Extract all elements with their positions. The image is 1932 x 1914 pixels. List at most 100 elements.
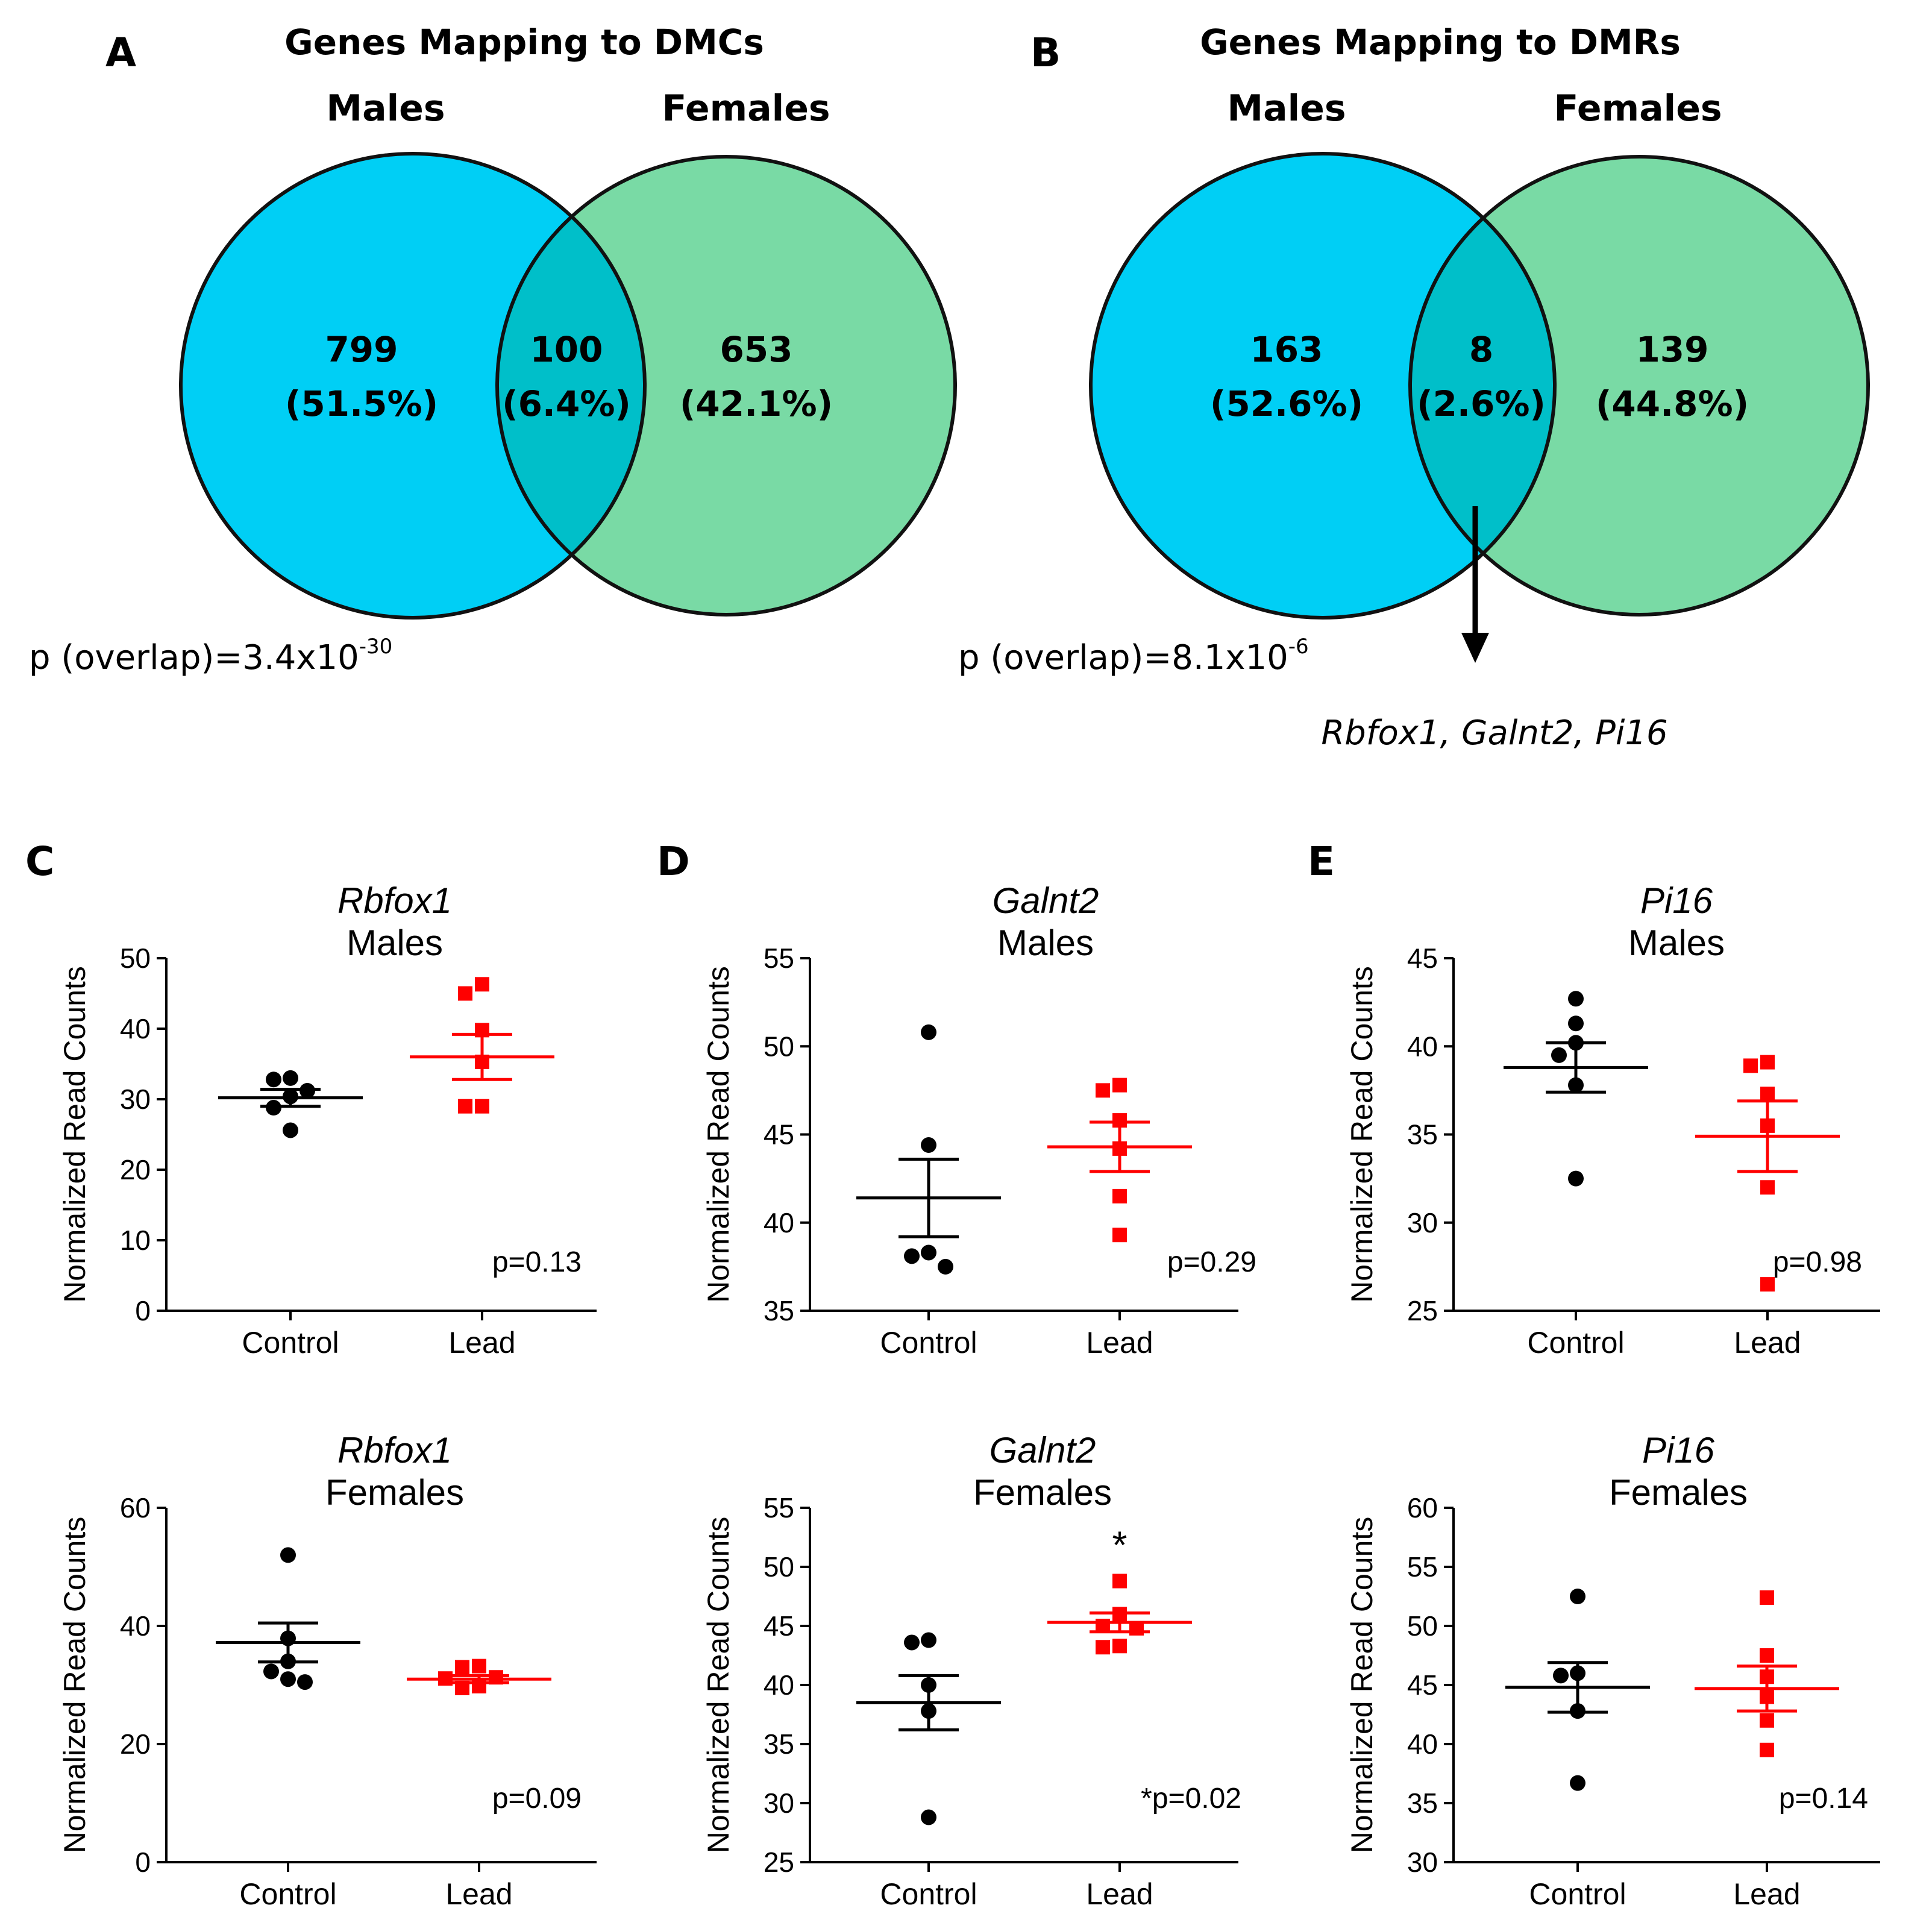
control-point (921, 1137, 936, 1153)
y-tick-label: 30 (1407, 1847, 1438, 1878)
panel-letter-c: C (25, 838, 54, 885)
y-tick-label: 30 (120, 1084, 151, 1115)
p-value-label: *p=0.02 (1141, 1783, 1241, 1815)
y-tick-label: 40 (1407, 1728, 1438, 1760)
x-category-label: Lead (448, 1326, 515, 1360)
plot-gene-title: Galnt2 (993, 880, 1099, 921)
plot-sex-title: Females (1609, 1472, 1748, 1513)
plot-sex-title: Females (973, 1472, 1112, 1513)
venn-left-label-b: Males (1227, 87, 1346, 130)
x-category-label: Lead (1086, 1326, 1153, 1360)
control-point (1570, 1775, 1585, 1791)
control-point (280, 1547, 296, 1563)
x-category-label: Lead (1733, 1877, 1800, 1911)
y-tick-label: 25 (764, 1847, 794, 1878)
venn-panel-a: A Genes Mapping to DMCs Males Females 79… (29, 22, 957, 677)
significance-star: * (1112, 1523, 1128, 1567)
control-point (1553, 1668, 1569, 1684)
y-tick-label: 35 (764, 1295, 794, 1326)
y-tick-label: 30 (764, 1787, 794, 1819)
y-tick-label: 40 (1407, 1031, 1438, 1062)
venn-pvalue-exp-a: -30 (359, 635, 393, 659)
panel-letter-b: B (1030, 30, 1061, 76)
p-value-label: p=0.13 (492, 1246, 582, 1278)
y-tick-label: 60 (1407, 1492, 1438, 1523)
venn-center-count-a: 100 (530, 329, 603, 370)
x-category-label: Lead (445, 1877, 512, 1911)
y-axis-label: Normalized Read Counts (1345, 1517, 1379, 1854)
lead-point (1760, 1277, 1775, 1292)
lead-point (1112, 1228, 1127, 1243)
panel-letter-e: E (1308, 838, 1335, 885)
venn-panel-b: B Genes Mapping to DMRs Males Females 16… (958, 22, 1870, 753)
p-value-label: p=0.98 (1773, 1246, 1862, 1278)
lead-point (1760, 1087, 1775, 1102)
plot-gene-title: Pi16 (1640, 880, 1713, 921)
lead-point (458, 986, 472, 1001)
lead-point (1760, 1742, 1774, 1757)
x-category-label: Lead (1734, 1326, 1801, 1360)
y-tick-label: 30 (1407, 1207, 1438, 1238)
lead-point (1096, 1640, 1110, 1655)
lead-point (455, 1660, 469, 1675)
lead-point (1760, 1180, 1775, 1195)
control-point (904, 1634, 920, 1651)
lead-point (1743, 1058, 1758, 1073)
venn-male-outline-b (1089, 152, 1557, 620)
venn-left-pct-b: (52.6%) (1210, 383, 1363, 424)
venn-male-outline-a (179, 152, 647, 620)
venn-left-label-a: Males (326, 87, 445, 130)
p-value-label: p=0.14 (1779, 1783, 1868, 1815)
x-category-label: Lead (1086, 1877, 1153, 1911)
venn-male-circle-b (1091, 154, 1555, 618)
y-tick-label: 55 (1407, 1551, 1438, 1583)
y-tick-label: 10 (120, 1225, 151, 1256)
lead-point (1096, 1083, 1110, 1098)
control-point (280, 1671, 296, 1687)
overlap-gene-list: Rbfox1, Galnt2, Pi16 (1321, 714, 1667, 753)
y-tick-label: 55 (764, 943, 794, 974)
y-tick-label: 40 (764, 1207, 794, 1238)
x-category-label: Control (880, 1877, 977, 1911)
y-tick-label: 45 (764, 1119, 794, 1150)
control-point (921, 1809, 936, 1825)
plot-gene-title: Galnt2 (990, 1430, 1096, 1470)
y-axis-label: Normalized Read Counts (701, 1517, 735, 1854)
venn-center-count-b: 8 (1469, 329, 1493, 370)
venn-right-label-a: Females (662, 87, 830, 130)
venn-right-count-b: 139 (1636, 329, 1708, 370)
y-tick-label: 35 (764, 1728, 794, 1760)
p-value-label: p=0.29 (1167, 1246, 1256, 1278)
lead-point (1112, 1078, 1127, 1093)
y-tick-label: 20 (120, 1154, 151, 1185)
y-tick-label: 25 (1407, 1295, 1438, 1326)
y-tick-label: 50 (764, 1031, 794, 1062)
venn-overlap-a (497, 157, 645, 615)
venn-pvalue-exp-b: -6 (1288, 635, 1309, 659)
lead-point (1112, 1188, 1127, 1203)
lead-point (1760, 1648, 1774, 1663)
y-tick-label: 50 (1407, 1610, 1438, 1642)
lead-point (1760, 1055, 1775, 1070)
control-point (921, 1024, 936, 1040)
control-point (1568, 1015, 1584, 1032)
control-point (1570, 1589, 1585, 1604)
y-axis-label: Normalized Read Counts (58, 966, 92, 1303)
x-category-label: Control (1527, 1326, 1624, 1360)
control-point (1568, 991, 1584, 1007)
lead-point (1112, 1574, 1127, 1589)
control-point (938, 1258, 953, 1275)
venn-right-pct-a: (42.1%) (680, 383, 833, 424)
lead-point (1760, 1590, 1774, 1605)
lead-point (1760, 1713, 1774, 1728)
lead-point (475, 1099, 489, 1114)
y-tick-label: 45 (1407, 1669, 1438, 1701)
x-category-label: Control (1529, 1877, 1626, 1911)
